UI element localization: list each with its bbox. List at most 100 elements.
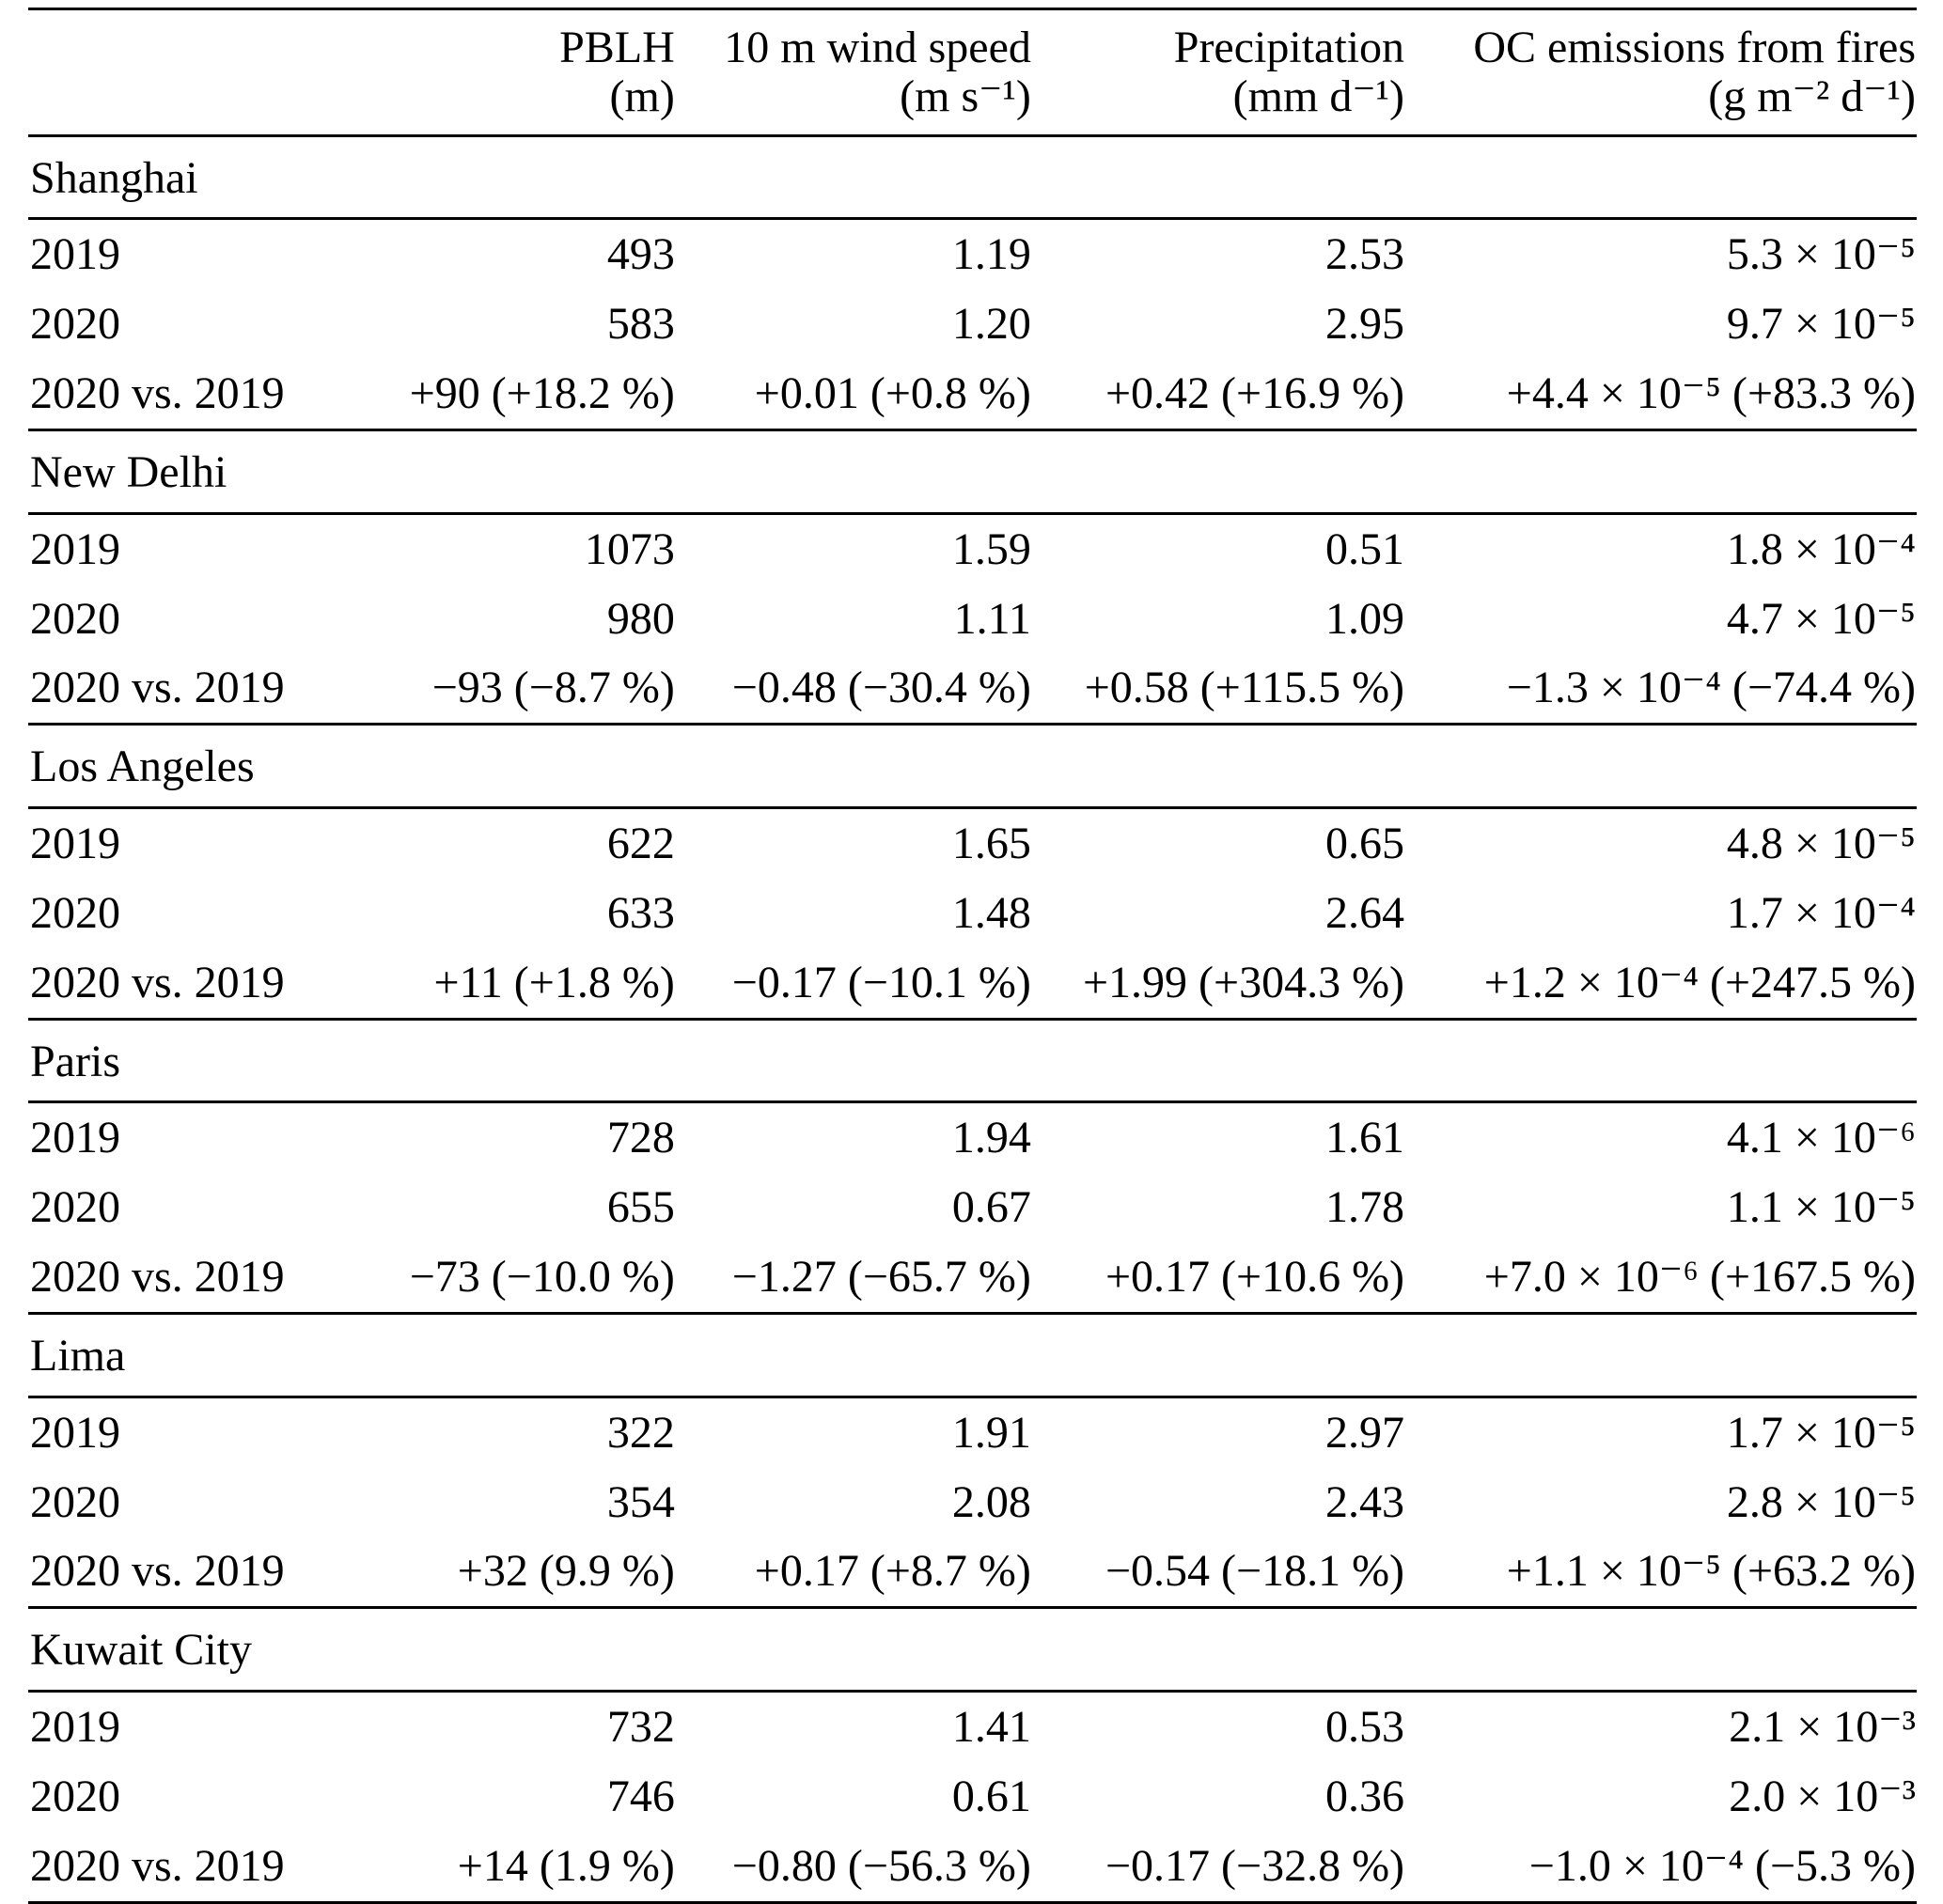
cell-precip: 1.09 — [1325, 593, 1405, 644]
cell-wind: 1.94 — [951, 1113, 1031, 1163]
cell-precip: +0.17 (+10.6 %) — [1105, 1252, 1405, 1303]
row-label: 2020 vs. 2019 — [30, 1546, 285, 1597]
cell-precip: −0.54 (−18.1 %) — [1105, 1546, 1405, 1597]
row-label: 2020 — [30, 593, 120, 644]
cell-precip: −0.17 (−32.8 %) — [1105, 1840, 1405, 1891]
city-name: Shanghai — [30, 152, 198, 203]
city-section-los-angeles: Los Angeles 2019 622 1.65 0.65 4.8 × 10⁻… — [28, 725, 1917, 1020]
cell-pblh: +14 (1.9 %) — [457, 1840, 675, 1891]
cell-oc: +1.1 × 10⁻⁵ (+63.2 %) — [1506, 1546, 1916, 1597]
cell-pblh: 732 — [606, 1702, 675, 1753]
cell-wind: 1.48 — [951, 887, 1031, 938]
cell-pblh: 583 — [606, 299, 675, 350]
city-name: New Delhi — [30, 446, 227, 497]
cell-pblh: 354 — [606, 1476, 675, 1527]
cell-wind: +0.17 (+8.7 %) — [754, 1546, 1031, 1597]
table-row: 2020 vs. 2019 +14 (1.9 %) −0.80 (−56.3 %… — [28, 1832, 1917, 1902]
table-row: 2020 vs. 2019 −73 (−10.0 %) −1.27 (−65.7… — [28, 1242, 1917, 1313]
row-label: 2020 — [30, 1476, 120, 1527]
table-row: 2020 vs. 2019 +32 (9.9 %) +0.17 (+8.7 %)… — [28, 1537, 1917, 1607]
table-row: 2020 583 1.20 2.95 9.7 × 10⁻⁵ — [28, 289, 1917, 359]
row-label: 2020 vs. 2019 — [30, 1252, 285, 1303]
cell-precip: 2.97 — [1325, 1407, 1405, 1458]
cell-precip: 1.78 — [1325, 1182, 1405, 1233]
header-oc-label: OC emissions from fires — [1473, 23, 1916, 72]
cell-wind: −0.80 (−56.3 %) — [731, 1840, 1031, 1891]
table-row: 2019 622 1.65 0.65 4.8 × 10⁻⁵ — [28, 808, 1917, 879]
row-label: 2020 vs. 2019 — [30, 368, 285, 419]
header-pblh-unit: (m) — [609, 70, 675, 121]
cell-pblh: 622 — [606, 819, 675, 869]
cell-precip: +1.99 (+304.3 %) — [1082, 957, 1405, 1007]
cell-precip: 2.95 — [1325, 299, 1405, 350]
row-label: 2020 vs. 2019 — [30, 1840, 285, 1891]
table-row: 2020 vs. 2019 −93 (−8.7 %) −0.48 (−30.4 … — [28, 653, 1917, 724]
cell-oc: 1.8 × 10⁻⁴ — [1726, 523, 1916, 574]
city-section-paris: Paris 2019 728 1.94 1.61 4.1 × 10⁻⁶ 2020… — [28, 1019, 1917, 1314]
cell-oc: −1.3 × 10⁻⁴ (−74.4 %) — [1506, 663, 1916, 713]
table-row: 2020 980 1.11 1.09 4.7 × 10⁻⁵ — [28, 585, 1917, 654]
cell-pblh: 1073 — [584, 523, 675, 574]
cell-wind: 0.61 — [951, 1771, 1031, 1821]
cell-wind: 1.11 — [953, 593, 1031, 644]
cell-pblh: −73 (−10.0 %) — [409, 1252, 675, 1303]
cell-oc: 4.1 × 10⁻⁶ — [1726, 1113, 1916, 1163]
cell-wind: 1.20 — [951, 299, 1031, 350]
cell-wind: 1.19 — [951, 229, 1031, 280]
cell-oc: 2.8 × 10⁻⁵ — [1726, 1476, 1916, 1527]
cell-oc: 2.1 × 10⁻³ — [1729, 1702, 1916, 1753]
cell-oc: 1.7 × 10⁻⁴ — [1726, 887, 1916, 938]
cell-oc: 9.7 × 10⁻⁵ — [1726, 299, 1916, 350]
cell-pblh: −93 (−8.7 %) — [431, 663, 675, 713]
table-row: 2020 655 0.67 1.78 1.1 × 10⁻⁵ — [28, 1173, 1917, 1242]
cell-wind: 1.41 — [951, 1702, 1031, 1753]
cell-wind: +0.01 (+0.8 %) — [754, 368, 1031, 419]
cell-precip: 2.53 — [1325, 229, 1405, 280]
cell-pblh: 655 — [606, 1182, 675, 1233]
cell-oc: 1.7 × 10⁻⁵ — [1726, 1407, 1916, 1458]
cell-oc: +1.2 × 10⁻⁴ (+247.5 %) — [1483, 957, 1916, 1007]
cell-precip: 0.53 — [1325, 1702, 1405, 1753]
cell-precip: 0.36 — [1325, 1771, 1405, 1821]
cell-wind: 1.59 — [951, 523, 1031, 574]
city-section-new-delhi: New Delhi 2019 1073 1.59 0.51 1.8 × 10⁻⁴… — [28, 429, 1917, 725]
row-label: 2020 vs. 2019 — [30, 663, 285, 713]
cell-oc: 4.7 × 10⁻⁵ — [1726, 593, 1916, 644]
header-wind-label: 10 m wind speed — [724, 23, 1031, 72]
table-row: 2019 493 1.19 2.53 5.3 × 10⁻⁵ — [28, 219, 1917, 289]
row-label: 2020 — [30, 1182, 120, 1233]
table-row: 2020 vs. 2019 +11 (+1.8 %) −0.17 (−10.1 … — [28, 948, 1917, 1019]
city-name: Lima — [30, 1330, 126, 1381]
header-precip-label: Precipitation — [1173, 23, 1405, 72]
city-section-lima: Lima 2019 322 1.91 2.97 1.7 × 10⁻⁵ 2020 … — [28, 1313, 1917, 1608]
cell-wind: 0.67 — [951, 1182, 1031, 1233]
header-wind-unit: (m s⁻¹) — [900, 70, 1031, 121]
cell-pblh: 493 — [606, 229, 675, 280]
cell-pblh: 746 — [606, 1771, 675, 1821]
table-row: 2019 728 1.94 1.61 4.1 × 10⁻⁶ — [28, 1102, 1917, 1173]
row-label: 2019 — [30, 229, 120, 280]
cell-precip: 2.43 — [1325, 1476, 1405, 1527]
city-name: Paris — [30, 1036, 120, 1086]
table-row: 2019 322 1.91 2.97 1.7 × 10⁻⁵ — [28, 1397, 1917, 1467]
table-row: 2020 vs. 2019 +90 (+18.2 %) +0.01 (+0.8 … — [28, 359, 1917, 429]
cell-pblh: 728 — [606, 1113, 675, 1163]
cell-oc: +4.4 × 10⁻⁵ (+83.3 %) — [1506, 368, 1916, 419]
cell-pblh: 322 — [606, 1407, 675, 1458]
header-precip: Precipitation (mm d⁻¹) — [1032, 9, 1405, 136]
cell-pblh: +32 (9.9 %) — [457, 1546, 675, 1597]
row-label: 2019 — [30, 1407, 120, 1458]
table-row: 2019 732 1.41 0.53 2.1 × 10⁻³ — [28, 1692, 1917, 1762]
row-label: 2020 — [30, 1771, 120, 1821]
cell-pblh: +90 (+18.2 %) — [409, 368, 675, 419]
meteorology-comparison-table: PBLH (m) 10 m wind speed (m s⁻¹) Precipi… — [28, 8, 1917, 1904]
table-row: 2020 354 2.08 2.43 2.8 × 10⁻⁵ — [28, 1468, 1917, 1537]
cell-pblh: 980 — [606, 593, 675, 644]
row-label: 2019 — [30, 523, 120, 574]
cell-pblh: +11 (+1.8 %) — [433, 957, 675, 1007]
cell-oc: +7.0 × 10⁻⁶ (+167.5 %) — [1483, 1252, 1916, 1303]
city-section-shanghai: Shanghai 2019 493 1.19 2.53 5.3 × 10⁻⁵ 2… — [28, 135, 1917, 430]
row-label: 2019 — [30, 1702, 120, 1753]
header-wind: 10 m wind speed (m s⁻¹) — [676, 9, 1032, 136]
city-section-kuwait-city: Kuwait City 2019 732 1.41 0.53 2.1 × 10⁻… — [28, 1608, 1917, 1903]
